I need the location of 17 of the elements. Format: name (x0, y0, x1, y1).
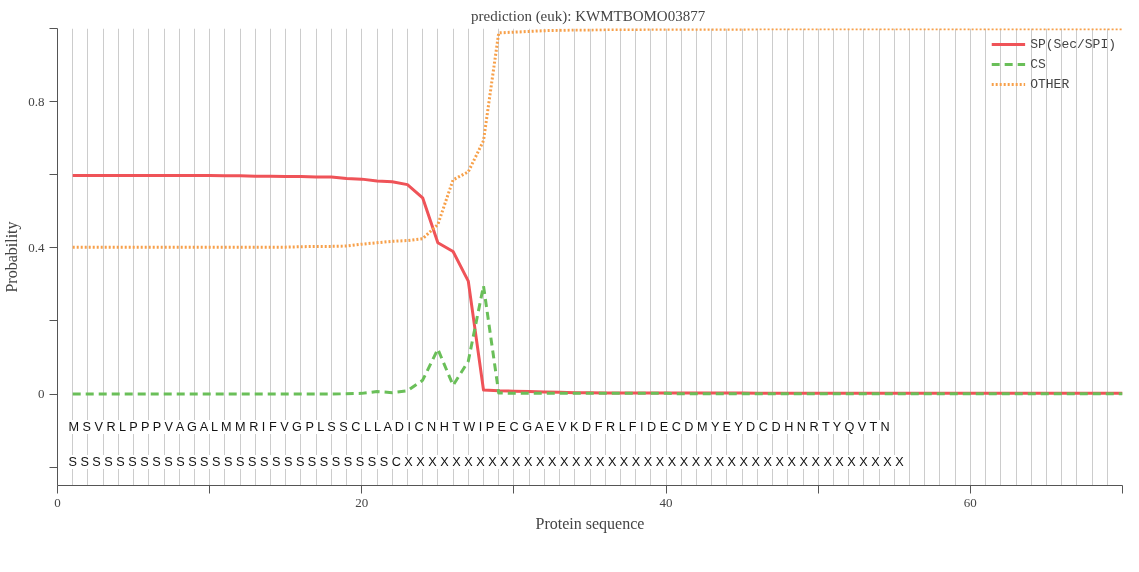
line-series (71, 28, 1123, 249)
x-tick-label: 20 (355, 494, 369, 510)
x-tick-label: 60 (963, 494, 977, 510)
annotation: M S V R L P P P V A G A L M M R I F V G P L S S C L L A D I C N H T W I P E C G A E V K D F R L F I D E C D M Y E Y D C D H N R T Y Q V T N (68, 419, 890, 434)
legend-label: SP(Sec/SPI) (1030, 36, 1116, 52)
chart-title: prediction (euk): KWMTBOMO03877 (471, 7, 706, 25)
x-axis-title: Protein sequence (535, 514, 645, 533)
x-tick-label: 40 (659, 494, 673, 510)
legend-label: OTHER (1030, 76, 1070, 92)
x-tick-label: 0 (54, 494, 61, 510)
y-tick-label: 0.8 (28, 93, 45, 109)
y-tick-label: 0 (38, 386, 45, 402)
y-axis-title: Probability (3, 221, 22, 293)
y-tick-label: 0.4 (28, 239, 45, 255)
annotation: S S S S S S S S S S S S S S S S S S S S S S S S S S S C X X X X X X X X X X X X X X X X X X X X X X X X X X X X X X X X X X X X X X X X X X (68, 454, 904, 469)
line-series (71, 284, 1123, 396)
legend-label: CS (1030, 56, 1047, 72)
